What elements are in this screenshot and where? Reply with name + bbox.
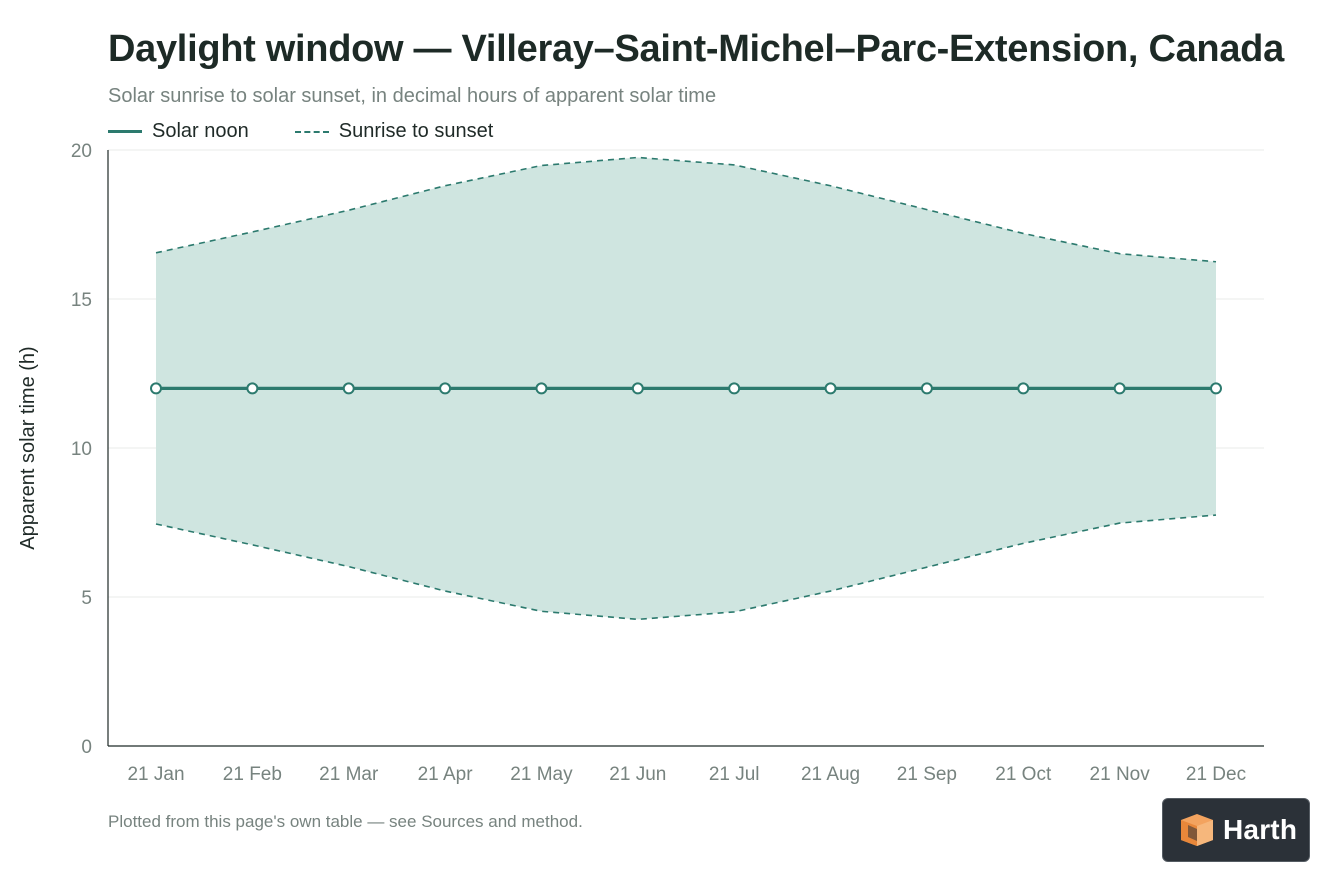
x-tick-label: 21 Jun: [609, 764, 666, 785]
x-tick-label: 21 Aug: [801, 764, 860, 785]
legend-label-solar-noon: Solar noon: [152, 120, 249, 142]
y-tick-label: 15: [71, 290, 92, 311]
x-tick-label: 21 Dec: [1186, 764, 1246, 785]
solar-noon-marker: [728, 382, 741, 395]
solar-noon-marker: [631, 382, 644, 395]
chart-subtitle: Solar sunrise to solar sunset, in decima…: [108, 85, 717, 107]
cube-logo-icon: [1181, 814, 1213, 846]
solar-noon-marker: [920, 382, 933, 395]
x-tick-label: 21 Oct: [995, 764, 1052, 785]
x-tick-label: 21 Feb: [223, 764, 282, 785]
solar-noon-marker: [1017, 382, 1030, 395]
x-tick-label: 21 Mar: [319, 764, 379, 785]
sunset-dashed-line: [155, 156, 1217, 263]
chart-title: Daylight window — Villeray–Saint-Michel–…: [108, 28, 1284, 70]
legend-label-sunrise-sunset: Sunrise to sunset: [338, 120, 494, 142]
solar-noon-marker: [150, 382, 162, 395]
x-tick-label: 21 Nov: [1090, 764, 1151, 785]
legend-item-sunrise-sunset: Sunrise to sunset: [294, 120, 494, 143]
x-tick-label: 21 Sep: [897, 764, 957, 785]
x-tick-label: 21 Jul: [709, 764, 760, 785]
x-tick-label: 21 Apr: [418, 764, 474, 785]
axis-layer: [107, 150, 1264, 747]
solar-noon-marker: [1210, 382, 1222, 395]
solar-noon-marker: [439, 382, 452, 395]
legend-solid-line-swatch: [108, 130, 142, 133]
solar-noon-marker: [535, 382, 548, 395]
x-tick-label: 21 May: [510, 764, 573, 785]
y-axis-label: Apparent solar time (h): [17, 346, 39, 549]
brand-name: Harth: [1223, 814, 1298, 845]
chart-legend: Solar noon Sunrise to sunset: [108, 120, 539, 143]
y-tick-label: 20: [71, 141, 92, 162]
sunrise-dashed-line: [155, 514, 1217, 621]
legend-dashed-line-swatch: [294, 130, 329, 133]
solar-noon-marker: [342, 382, 355, 395]
y-tick-label: 0: [81, 737, 92, 758]
legend-item-solar-noon: Solar noon: [108, 120, 249, 143]
label-layer: 0 5 10 15 20 21 Jan 21 Feb 21 Mar 21 Apr 21 May 21…: [71, 141, 1246, 785]
y-tick-label: 10: [71, 439, 92, 460]
x-tick-label: 21 Jan: [127, 764, 184, 785]
harth-logo[interactable]: Harth: [1162, 798, 1310, 862]
solar-noon-marker: [1113, 382, 1126, 395]
footnote: Plotted from this page's own table — see…: [108, 812, 583, 831]
solar-noon-marker: [246, 382, 259, 395]
daylight-chart: 0 5 10 15 20 21 Jan 21 Feb 21 Mar 21 Apr 21 May 21…: [17, 141, 1264, 785]
y-tick-label: 5: [81, 588, 92, 609]
solar-noon-marker: [824, 382, 837, 395]
noon-layer: [150, 382, 1222, 395]
